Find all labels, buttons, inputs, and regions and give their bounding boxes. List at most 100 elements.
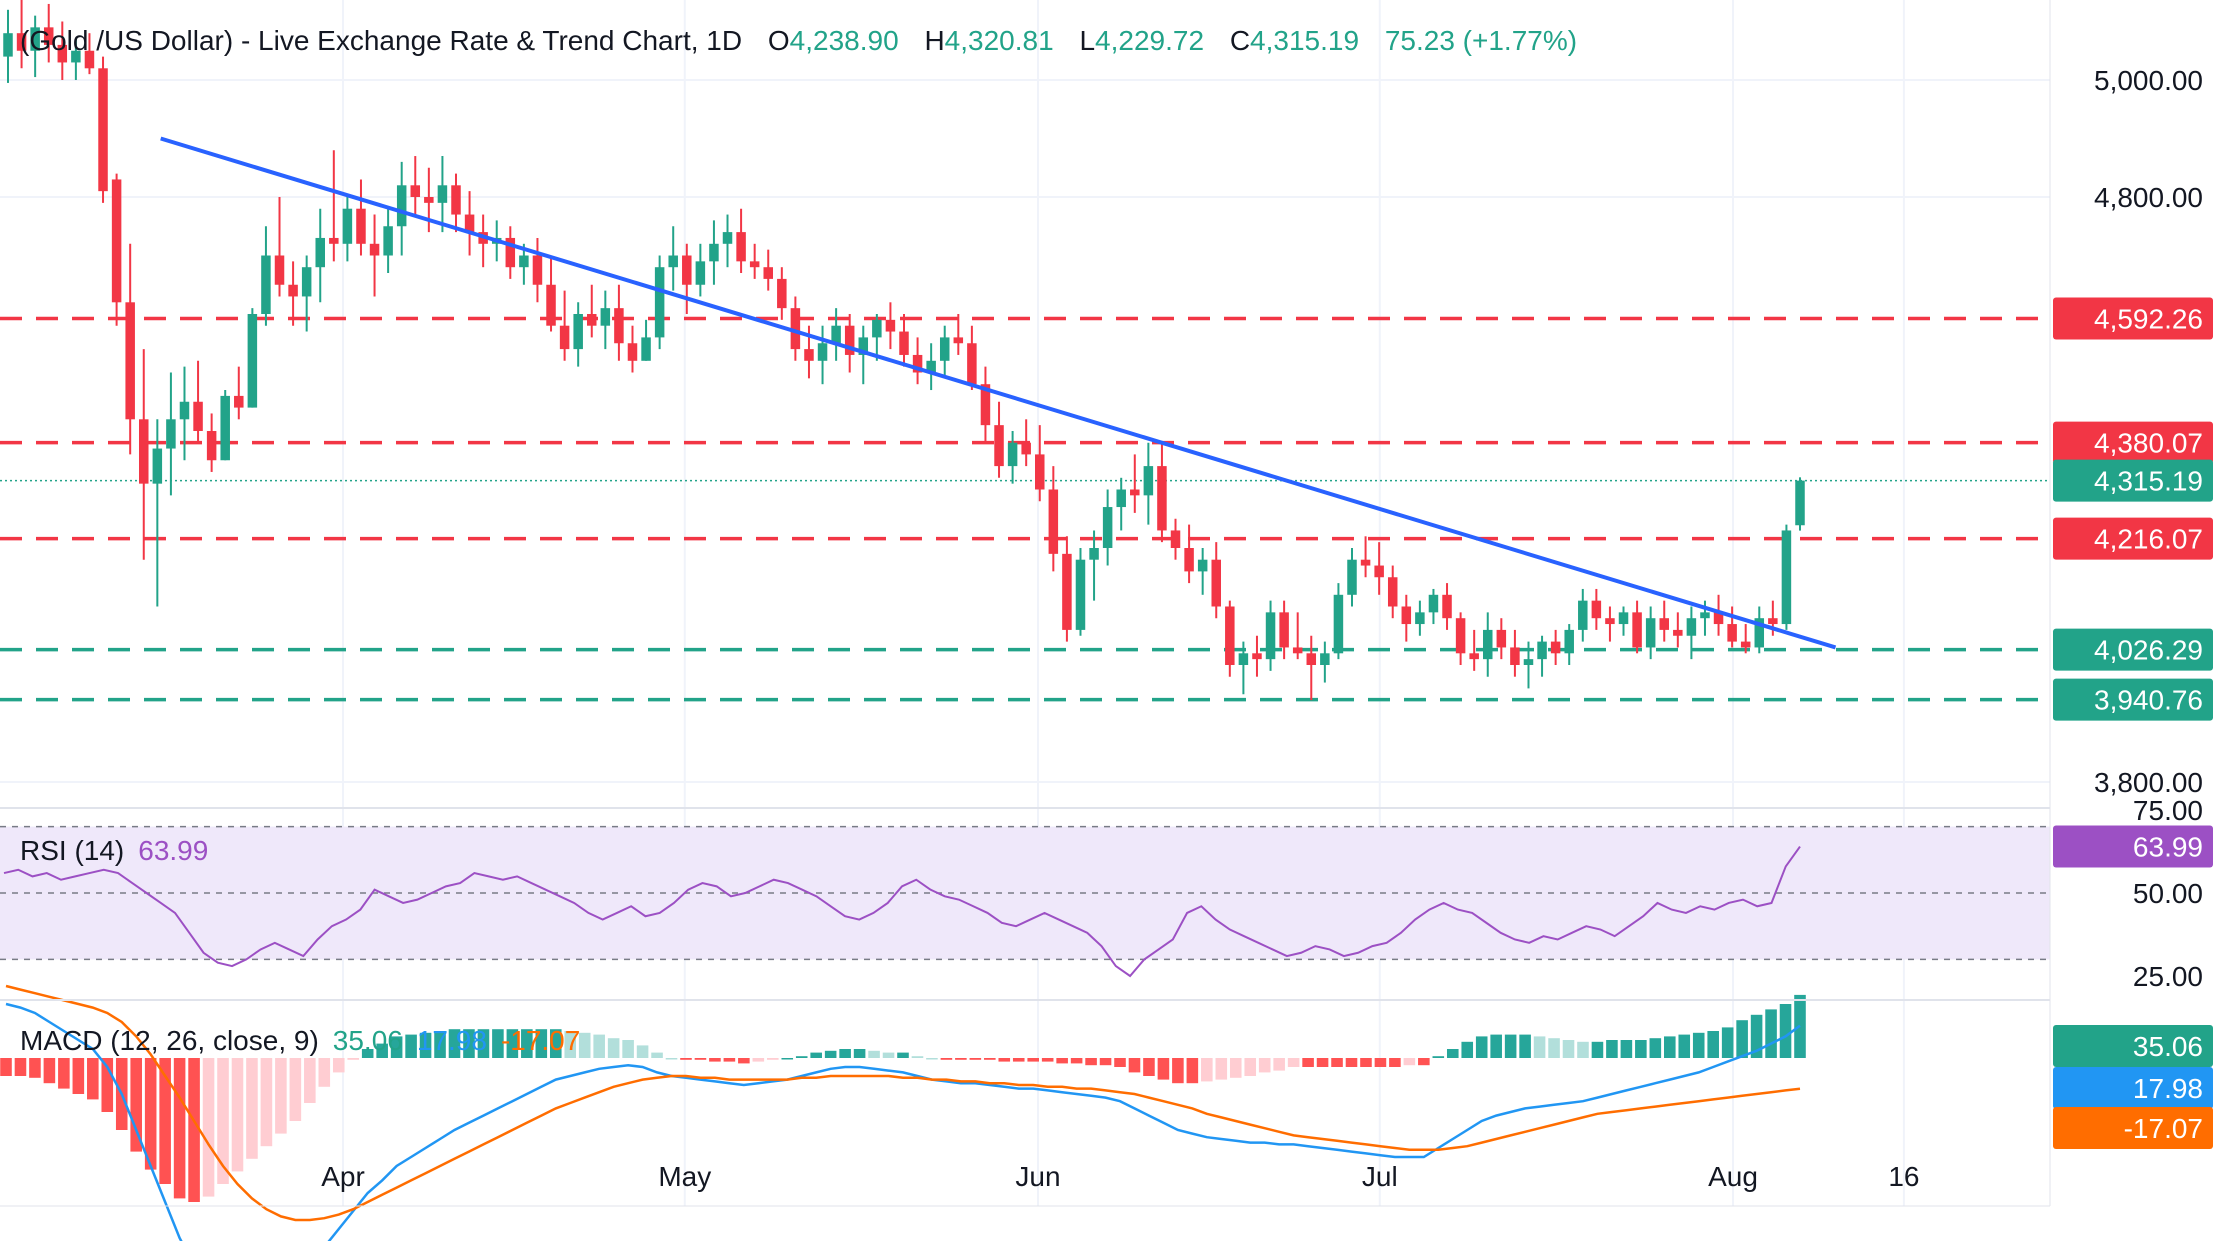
candle-body xyxy=(193,401,203,431)
candle-body xyxy=(790,308,801,350)
macd-histogram-bar xyxy=(1519,1034,1531,1058)
macd-histogram-bar xyxy=(130,1058,142,1152)
candle-body xyxy=(1455,618,1466,654)
macd-histogram-bar xyxy=(607,1038,620,1058)
time-tick-label: Apr xyxy=(321,1161,365,1192)
candle-body xyxy=(1469,653,1479,660)
macd-value-label: 17.98 xyxy=(2133,1073,2203,1104)
macd-histogram-bar xyxy=(361,1049,374,1058)
macd-histogram-bar xyxy=(1664,1036,1676,1058)
candle-body xyxy=(1292,647,1303,654)
macd-histogram-bar xyxy=(1721,1027,1734,1058)
candle-body xyxy=(152,448,163,484)
macd-histogram-bar xyxy=(1273,1058,1285,1071)
price-pane[interactable] xyxy=(0,0,2050,702)
candle-body xyxy=(1795,480,1805,526)
candle-body xyxy=(1157,466,1167,531)
candle-body xyxy=(695,261,706,285)
macd-histogram-bar xyxy=(1620,1040,1633,1058)
candle-body xyxy=(410,185,421,197)
macd-histogram-bar xyxy=(1779,1004,1792,1058)
candle-body xyxy=(1102,507,1113,548)
macd-histogram-bar xyxy=(1678,1034,1691,1058)
candle-body xyxy=(573,314,583,350)
macd-histogram-bar xyxy=(1172,1058,1184,1084)
candle-body xyxy=(844,325,855,355)
macd-histogram-bar xyxy=(1475,1036,1488,1058)
candle-body xyxy=(587,314,597,326)
rsi-tick-label: 75.00 xyxy=(2133,795,2203,826)
macd-histogram-bar xyxy=(1490,1034,1502,1058)
candle-body xyxy=(179,401,190,420)
macd-histogram-bar xyxy=(622,1040,634,1058)
candle-body xyxy=(1591,600,1602,619)
candles xyxy=(3,0,1805,701)
level-price-label: 4,380.07 xyxy=(2094,428,2203,459)
macd-histogram-bar xyxy=(969,1058,982,1060)
trendline[interactable] xyxy=(160,136,1837,650)
macd-histogram-bar xyxy=(1692,1032,1705,1058)
candle-body xyxy=(1306,653,1317,665)
candle-body xyxy=(1116,489,1126,508)
candle-body xyxy=(1184,548,1194,572)
macd-legend-title: MACD (12, 26, close, 9) xyxy=(20,1025,319,1056)
macd-histogram-bar xyxy=(1765,1009,1777,1058)
rsi-pane[interactable]: RSI (14) 63.99 xyxy=(0,825,2050,978)
candle-body xyxy=(288,284,298,297)
candle-body xyxy=(43,27,54,45)
candle-body xyxy=(532,255,543,285)
macd-histogram-bar xyxy=(593,1034,605,1058)
candle-body xyxy=(437,185,448,203)
legend-open-value: 4,238.90 xyxy=(790,25,899,56)
macd-histogram-bar xyxy=(1114,1058,1126,1067)
candle-body xyxy=(1035,454,1045,490)
time-scale[interactable]: Apr May Jun Jul Aug 16 xyxy=(321,1161,1919,1192)
legend-change: 75.23 (+1.77%) xyxy=(1385,25,1577,56)
candle-body xyxy=(301,267,312,297)
level-price-label-bg xyxy=(2053,421,2213,464)
macd-histogram-bar xyxy=(521,1029,533,1058)
candle-body xyxy=(111,179,122,303)
rsi-line xyxy=(3,845,1801,978)
candle-body xyxy=(1537,641,1547,660)
level-price-label: 4,592.26 xyxy=(2094,304,2203,335)
price-scale[interactable]: 3,800.00 4,800.00 5,000.00 4,592.26 4,380.07… xyxy=(2053,65,2213,1149)
macd-histogram-bar xyxy=(636,1045,649,1058)
time-tick-label: May xyxy=(658,1161,711,1192)
candle-body xyxy=(1089,548,1099,560)
macd-histogram-bar xyxy=(448,1029,461,1058)
macd-histogram-bar xyxy=(376,1043,388,1058)
rsi-tick-label: 25.00 xyxy=(2133,961,2203,992)
candle-body xyxy=(139,419,149,484)
macd-histogram-bar xyxy=(405,1034,417,1058)
macd-histogram-bar xyxy=(1186,1058,1199,1084)
macd-histogram-bar xyxy=(1635,1040,1647,1058)
macd-histogram-bar xyxy=(1548,1038,1560,1058)
candle-body xyxy=(396,185,407,227)
macd-histogram-bar xyxy=(202,1058,215,1197)
candle-body xyxy=(1415,612,1425,625)
macd-histogram-bar xyxy=(1736,1020,1748,1058)
macd-histogram-bar xyxy=(882,1052,895,1058)
macd-histogram-bar xyxy=(506,1029,519,1058)
candle-body xyxy=(1781,530,1792,625)
candle-body xyxy=(84,50,95,69)
candle-body xyxy=(1550,641,1561,654)
macd-pane[interactable]: MACD (12, 26, close, 9) 35.06 17.98 -17.07 xyxy=(0,984,1806,1241)
candle-body xyxy=(1252,653,1262,660)
trendline-segment[interactable] xyxy=(160,136,1837,650)
macd-histogram-bar xyxy=(246,1058,258,1159)
candle-body xyxy=(654,267,665,338)
rsi-tick-label: 50.00 xyxy=(2133,878,2203,909)
macd-histogram-bar xyxy=(14,1058,27,1076)
candle-body xyxy=(939,337,950,361)
candle-body xyxy=(668,255,678,268)
candle-body xyxy=(1143,466,1154,496)
macd-histogram-bar xyxy=(1707,1031,1719,1058)
candle-body xyxy=(1428,594,1439,613)
macd-histogram-bar xyxy=(1201,1058,1213,1082)
candle-body xyxy=(505,237,516,268)
candle-body xyxy=(777,278,787,309)
macd-histogram-bar xyxy=(275,1058,287,1134)
